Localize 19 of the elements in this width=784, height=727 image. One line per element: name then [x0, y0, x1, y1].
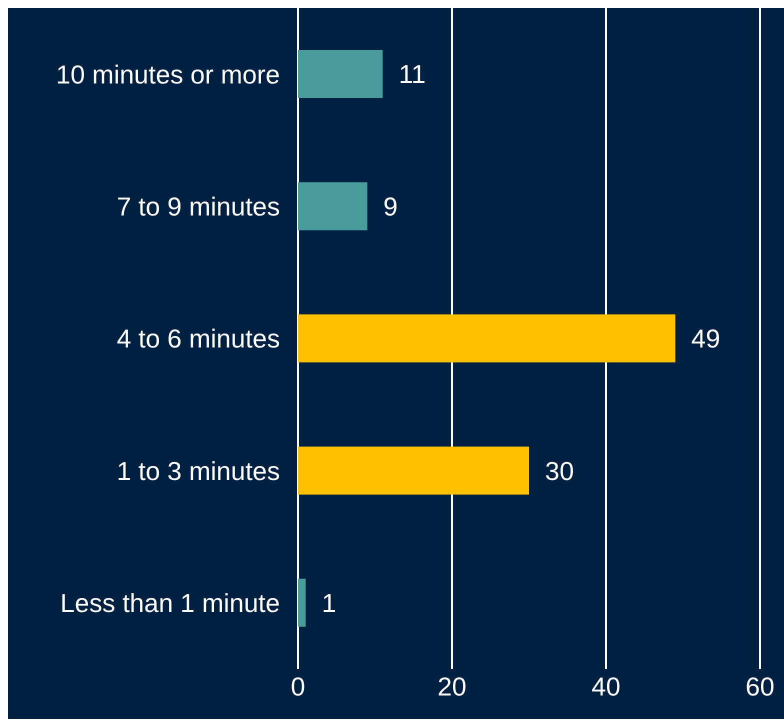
bar [298, 446, 529, 495]
data-label: 9 [383, 191, 398, 222]
y-tick-label: Less than 1 minute [60, 588, 280, 618]
data-label: 30 [545, 456, 574, 486]
y-tick-label: 1 to 3 minutes [116, 456, 280, 486]
y-tick-label: 10 minutes or more [56, 59, 280, 90]
data-label: 1 [322, 588, 336, 618]
bar [298, 50, 383, 98]
y-tick-label: 4 to 6 minutes [116, 324, 280, 354]
data-label: 49 [691, 324, 720, 354]
data-label: 11 [398, 59, 426, 90]
bar [298, 182, 368, 230]
x-tick-label: 40 [592, 671, 620, 702]
y-tick-label: 7 to 9 minutes [116, 192, 280, 222]
bar [298, 314, 676, 362]
x-tick-label: 60 [746, 671, 774, 702]
x-tick-label: 0 [290, 671, 306, 702]
bar [298, 578, 306, 627]
x-tick-label: 20 [438, 671, 466, 702]
